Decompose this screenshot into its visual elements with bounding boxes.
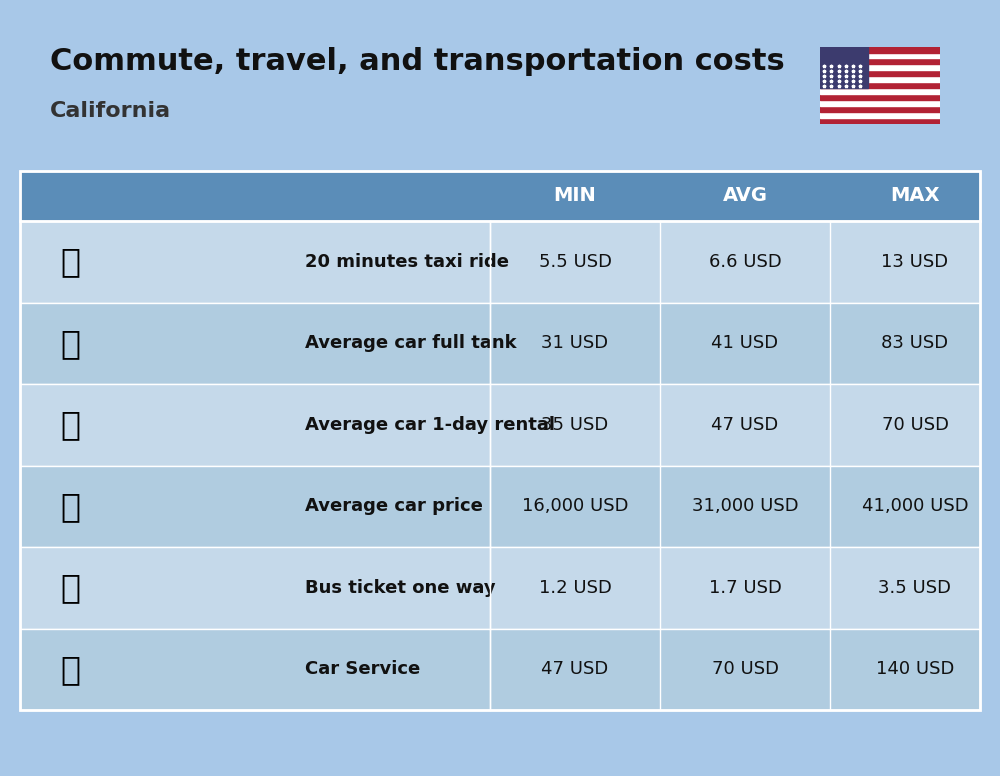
- Text: 1.2 USD: 1.2 USD: [539, 579, 611, 597]
- Text: 3.5 USD: 3.5 USD: [879, 579, 952, 597]
- Text: 16,000 USD: 16,000 USD: [522, 497, 628, 515]
- FancyBboxPatch shape: [20, 629, 980, 710]
- Bar: [820, 82, 940, 88]
- FancyBboxPatch shape: [20, 221, 980, 303]
- Text: 83 USD: 83 USD: [881, 334, 949, 352]
- Text: 🚙: 🚙: [60, 408, 80, 442]
- Text: 5.5 USD: 5.5 USD: [539, 253, 612, 271]
- Text: 6.6 USD: 6.6 USD: [709, 253, 781, 271]
- Text: 47 USD: 47 USD: [541, 660, 609, 678]
- Bar: [820, 106, 940, 113]
- FancyBboxPatch shape: [20, 547, 980, 629]
- Text: Bus ticket one way: Bus ticket one way: [305, 579, 496, 597]
- Text: 47 USD: 47 USD: [711, 416, 779, 434]
- Text: 🚗: 🚗: [60, 490, 80, 523]
- Bar: [820, 95, 940, 100]
- Bar: [820, 53, 940, 58]
- Bar: [820, 100, 940, 106]
- Text: Average car price: Average car price: [305, 497, 483, 515]
- Bar: [820, 113, 940, 118]
- Bar: [820, 47, 868, 88]
- Bar: [820, 88, 940, 95]
- Text: 35 USD: 35 USD: [541, 416, 609, 434]
- Bar: [820, 58, 940, 64]
- Text: Car Service: Car Service: [305, 660, 420, 678]
- Text: 31 USD: 31 USD: [541, 334, 609, 352]
- Text: Commute, travel, and transportation costs: Commute, travel, and transportation cost…: [50, 47, 785, 75]
- Text: MIN: MIN: [554, 186, 596, 206]
- Text: 20 minutes taxi ride: 20 minutes taxi ride: [305, 253, 509, 271]
- Text: Average car 1-day rental: Average car 1-day rental: [305, 416, 555, 434]
- Bar: [820, 64, 940, 71]
- Text: 140 USD: 140 USD: [876, 660, 954, 678]
- Text: 🚗: 🚗: [60, 653, 80, 686]
- Text: Average car full tank: Average car full tank: [305, 334, 517, 352]
- Text: California: California: [50, 101, 171, 121]
- Text: MAX: MAX: [890, 186, 940, 206]
- FancyBboxPatch shape: [20, 303, 980, 384]
- Text: 70 USD: 70 USD: [712, 660, 778, 678]
- Bar: [820, 118, 940, 124]
- Bar: [820, 47, 940, 53]
- FancyBboxPatch shape: [20, 384, 980, 466]
- Text: 🚕: 🚕: [60, 245, 80, 279]
- Text: 31,000 USD: 31,000 USD: [692, 497, 798, 515]
- FancyBboxPatch shape: [20, 466, 980, 547]
- Bar: [820, 76, 940, 82]
- Text: 41,000 USD: 41,000 USD: [862, 497, 968, 515]
- Text: 13 USD: 13 USD: [881, 253, 949, 271]
- FancyBboxPatch shape: [20, 171, 980, 221]
- Bar: [820, 71, 940, 76]
- Text: AVG: AVG: [722, 186, 768, 206]
- Text: 70 USD: 70 USD: [882, 416, 948, 434]
- Text: ⛽: ⛽: [60, 327, 80, 360]
- Text: 🚌: 🚌: [60, 571, 80, 605]
- Text: 41 USD: 41 USD: [711, 334, 779, 352]
- Text: 1.7 USD: 1.7 USD: [709, 579, 781, 597]
